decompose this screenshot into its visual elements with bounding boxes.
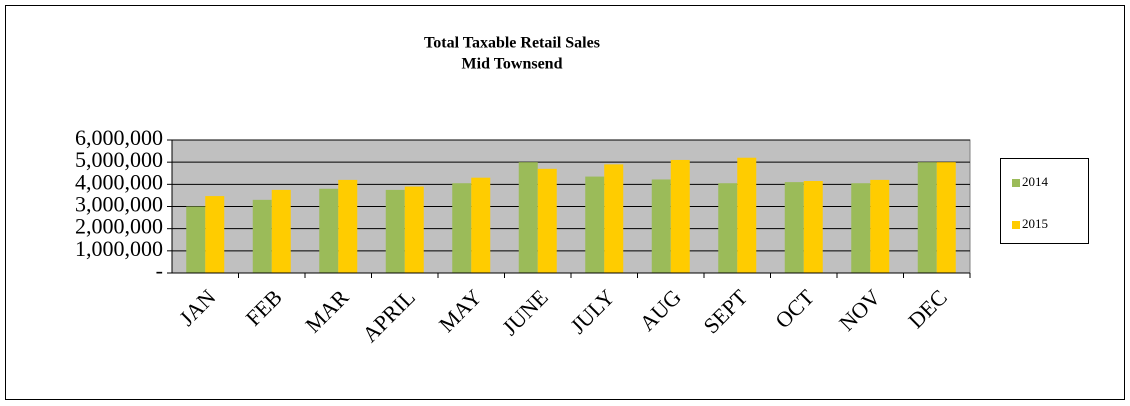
bar xyxy=(585,176,605,273)
y-tick-label: - xyxy=(156,258,163,283)
bar xyxy=(917,162,937,273)
bar xyxy=(205,196,225,273)
bar xyxy=(319,188,339,273)
bar xyxy=(385,189,405,273)
bar xyxy=(718,183,738,273)
bar xyxy=(870,179,890,273)
bar xyxy=(252,199,272,273)
bar xyxy=(936,162,956,273)
bar xyxy=(670,159,690,273)
bar xyxy=(452,183,472,273)
y-tick-label: 3,000,000 xyxy=(75,192,163,217)
bar xyxy=(471,177,491,273)
bar xyxy=(737,157,757,273)
bar xyxy=(271,189,291,273)
bar xyxy=(604,164,624,273)
bar xyxy=(803,181,823,273)
chart-subtitle: Mid Townsend xyxy=(462,56,563,73)
bar xyxy=(338,179,358,273)
legend-label: 2015 xyxy=(1022,216,1048,231)
legend-swatch xyxy=(1012,221,1020,229)
legend-swatch xyxy=(1012,179,1020,187)
bar xyxy=(851,183,871,273)
y-tick-label: 4,000,000 xyxy=(75,169,163,194)
legend-label: 2014 xyxy=(1022,174,1049,189)
bar xyxy=(518,162,538,273)
chart-title: Total Taxable Retail Sales xyxy=(424,35,600,52)
bar xyxy=(186,206,206,273)
legend-box xyxy=(1000,158,1089,244)
y-tick-label: 2,000,000 xyxy=(75,214,163,239)
y-tick-label: 6,000,000 xyxy=(75,125,163,150)
y-tick-label: 5,000,000 xyxy=(75,147,163,172)
y-tick-label: 1,000,000 xyxy=(75,236,163,261)
bar xyxy=(537,168,557,273)
bar xyxy=(651,179,671,273)
bar xyxy=(784,182,804,273)
bar xyxy=(404,186,424,273)
